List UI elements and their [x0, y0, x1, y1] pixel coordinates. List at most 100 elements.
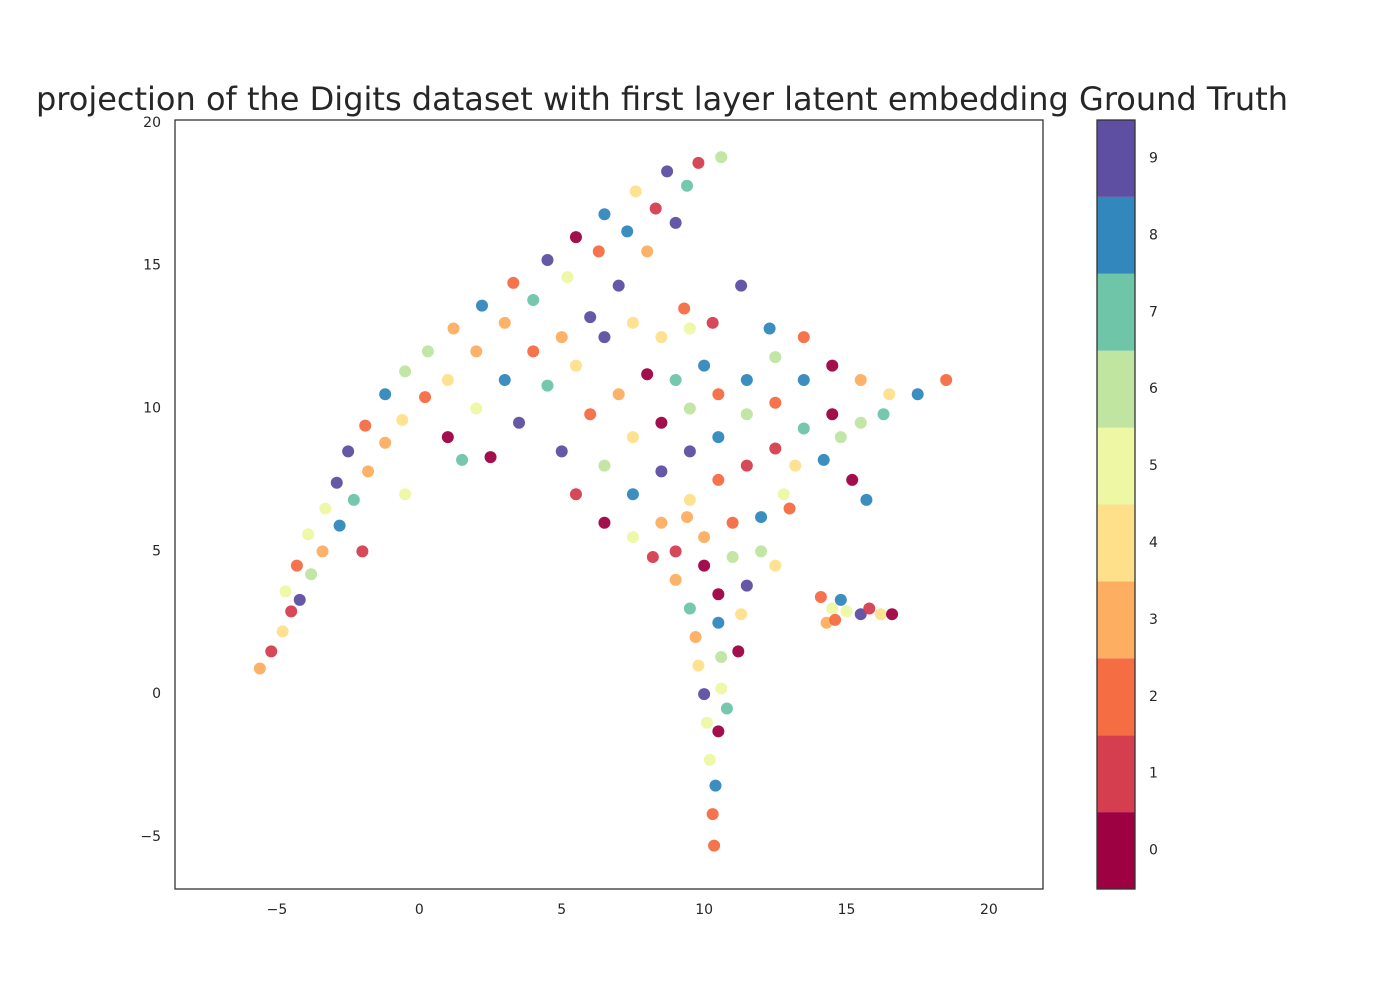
scatter-point [441, 431, 454, 444]
x-tick-label: 5 [557, 902, 566, 918]
scatter-point [626, 488, 639, 501]
scatter-point [755, 511, 768, 524]
scatter-point [498, 373, 511, 386]
scatter-point [626, 316, 639, 329]
scatter-point [561, 271, 574, 284]
scatter-point [399, 488, 412, 501]
colorbar-tick-label: 8 [1149, 227, 1158, 243]
scatter-point [569, 231, 582, 244]
scatter-point [399, 365, 412, 378]
scatter-point [698, 559, 711, 572]
scatter-point [740, 459, 753, 472]
scatter-point [681, 511, 694, 524]
scatter-point [655, 416, 668, 429]
scatter-point [698, 531, 711, 544]
scatter-point [396, 413, 409, 426]
scatter-point [421, 345, 434, 358]
scatter-point [715, 151, 728, 164]
scatter-point [769, 351, 782, 364]
colorbar-tick-label: 2 [1149, 689, 1158, 705]
colorbar-band [1097, 658, 1135, 736]
scatter-point [797, 331, 810, 344]
scatter-point [712, 616, 725, 629]
scatter-point [342, 445, 355, 458]
colorbar-tick-label: 0 [1149, 843, 1158, 859]
scatter-point [726, 516, 739, 529]
scatter-point [814, 591, 827, 604]
scatter-point [626, 431, 639, 444]
scatter-point [612, 388, 625, 401]
y-tick-label: 0 [152, 686, 161, 702]
scatter-point [777, 488, 790, 501]
scatter-point [661, 165, 674, 178]
scatter-point [783, 502, 796, 515]
scatter-point [797, 422, 810, 435]
colorbar-tick-label: 4 [1149, 535, 1158, 551]
scatter-point [507, 276, 520, 289]
scatter-point [626, 531, 639, 544]
x-tick-label: 15 [838, 902, 856, 918]
y-tick-label: −5 [140, 829, 161, 845]
scatter-point [763, 322, 776, 335]
scatter-point [755, 545, 768, 558]
colorbar-tick-label: 5 [1149, 458, 1158, 474]
scatter-point [940, 373, 953, 386]
scatter-point [330, 476, 343, 489]
scatter-point [703, 753, 716, 766]
scatter-point [740, 373, 753, 386]
scatter-point [712, 388, 725, 401]
scatter-point [621, 225, 634, 238]
scatter-point [689, 631, 702, 644]
colorbar-band [1097, 581, 1135, 659]
scatter-point [789, 459, 802, 472]
scatter-point [715, 682, 728, 695]
scatter-point [826, 359, 839, 372]
scatter-point [715, 651, 728, 664]
scatter-point [712, 431, 725, 444]
scatter-point [541, 379, 554, 392]
scatter-point [456, 453, 469, 466]
x-tick-label: 10 [695, 902, 713, 918]
scatter-point [655, 465, 668, 478]
scatter-point [877, 408, 890, 421]
scatter-point [279, 585, 292, 598]
scatter-point [555, 445, 568, 458]
scatter-point [655, 331, 668, 344]
scatter-point [290, 559, 303, 572]
scatter-point [356, 545, 369, 558]
scatter-point [769, 396, 782, 409]
scatter-point [302, 528, 315, 541]
scatter-point [253, 662, 266, 675]
scatter-point [834, 431, 847, 444]
scatter-point [706, 316, 719, 329]
scatter-point [700, 716, 713, 729]
scatter-point [641, 245, 654, 258]
colorbar-frame [1096, 119, 1136, 890]
scatter-point [683, 602, 696, 615]
scatter-point [883, 388, 896, 401]
scatter-point [886, 608, 899, 621]
scatter-point [712, 588, 725, 601]
scatter-point [720, 702, 733, 715]
scatter-point [854, 416, 867, 429]
scatter-point [598, 331, 611, 344]
scatter-point [692, 156, 705, 169]
scatter-point [709, 779, 722, 792]
scatter-point [669, 216, 682, 229]
x-tick-label: 0 [415, 902, 424, 918]
scatter-point [863, 602, 876, 615]
scatter-point [732, 645, 745, 658]
plot-frame [174, 119, 1044, 890]
scatter-point [740, 408, 753, 421]
scatter-point [846, 473, 859, 486]
scatter-point [829, 613, 842, 626]
scatter-point [683, 445, 696, 458]
scatter-point [484, 451, 497, 464]
scatter-point [726, 551, 739, 564]
scatter-point [584, 311, 597, 324]
scatter-point [555, 331, 568, 344]
scatter-point [513, 416, 526, 429]
scatter-point [735, 608, 748, 621]
scatter-point [447, 322, 460, 335]
y-tick-label: 10 [143, 401, 161, 417]
